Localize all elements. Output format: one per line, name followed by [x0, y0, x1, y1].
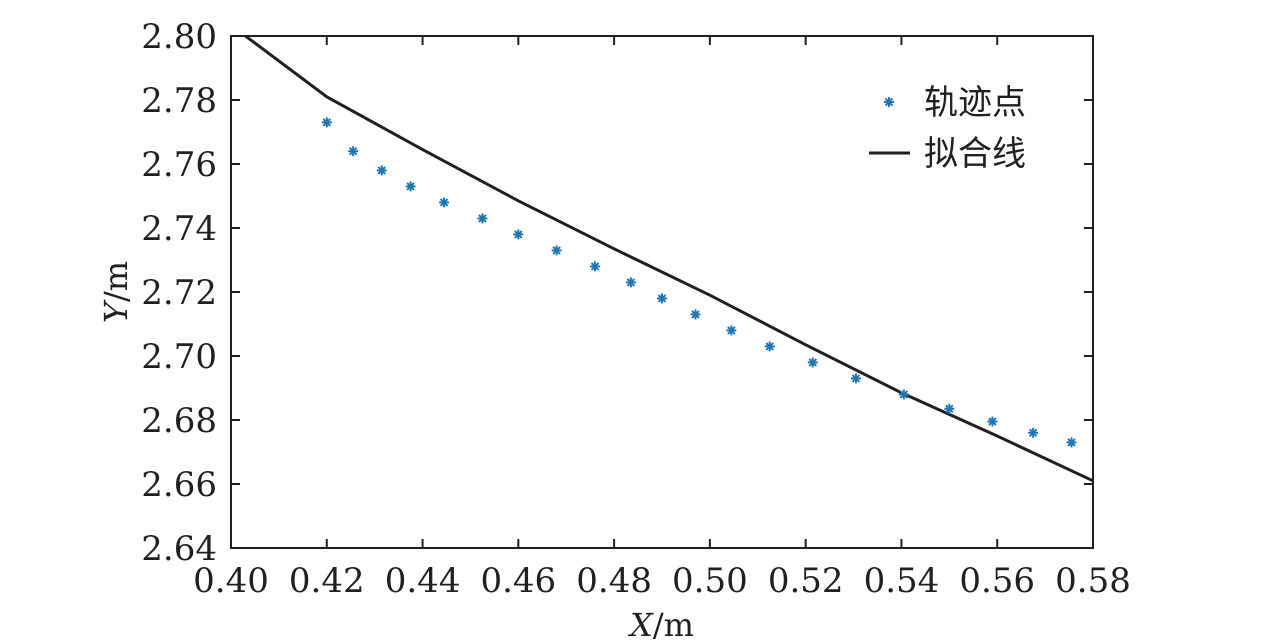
y-tick-label: 2.72	[141, 273, 217, 313]
trajectory-point	[376, 165, 387, 176]
trajectory-point	[1028, 427, 1039, 438]
trajectory-points-group	[321, 117, 1077, 448]
trajectory-point	[726, 325, 737, 336]
x-axis-ticks: 0.40 0.42 0.44 0.46 0.48 0.50 0.52 0.54 0.56 0.58	[193, 36, 1131, 601]
y-axis-ticks: 2.64 2.66 2.68 2.70 2.72 2.74 2.76 2.78 2.80	[141, 17, 1093, 569]
trajectory-point	[590, 261, 600, 272]
trajectory-point	[944, 403, 955, 414]
y-axis-label-var: Y	[97, 299, 135, 323]
y-tick-label: 2.74	[141, 209, 217, 249]
fit-line	[244, 34, 1094, 483]
x-tick-label: 0.58	[1055, 561, 1131, 601]
x-axis-label-unit: /m	[653, 606, 694, 643]
trajectory-point	[850, 373, 861, 384]
trajectory-point	[625, 277, 636, 288]
trajectory-point	[477, 213, 488, 224]
x-axis-label-var: X	[627, 606, 654, 643]
trajectory-point	[439, 197, 450, 208]
fit-line-group	[244, 34, 1094, 483]
x-tick-label: 0.50	[672, 561, 748, 601]
legend-marker-trajectory	[884, 97, 894, 107]
trajectory-point	[551, 245, 562, 256]
y-tick-label: 2.76	[141, 145, 217, 185]
x-tick-label: 0.48	[576, 561, 652, 601]
trajectory-point	[657, 293, 667, 304]
legend-label-trajectory: 轨迹点	[924, 83, 1026, 123]
trajectory-point	[321, 117, 332, 128]
x-tick-label: 0.56	[959, 561, 1035, 601]
y-tick-label: 2.78	[141, 81, 217, 121]
trajectory-point	[690, 309, 701, 320]
trajectory-point	[348, 146, 359, 157]
y-tick-label: 2.70	[141, 337, 217, 377]
legend-label-fit: 拟合线	[924, 134, 1026, 174]
trajectory-point	[513, 229, 524, 240]
legend: 轨迹点 拟合线	[869, 83, 1026, 174]
y-tick-label: 2.66	[141, 465, 217, 505]
trajectory-point	[405, 181, 416, 192]
x-tick-label: 0.44	[385, 561, 461, 601]
trajectory-point	[764, 341, 775, 352]
x-tick-label: 0.46	[480, 561, 556, 601]
x-axis-label: X/m	[627, 606, 694, 643]
y-tick-label: 2.64	[141, 529, 217, 569]
y-axis-label-unit: /m	[97, 261, 135, 302]
trajectory-point	[1066, 437, 1077, 448]
y-tick-label: 2.68	[141, 401, 217, 441]
trajectory-point	[898, 389, 909, 400]
x-tick-label: 0.42	[289, 561, 365, 601]
trajectory-point	[807, 357, 818, 368]
y-axis-label: Y/m	[97, 261, 135, 323]
x-tick-label: 0.40	[193, 561, 269, 601]
y-tick-label: 2.80	[141, 17, 217, 57]
x-tick-label: 0.52	[768, 561, 844, 601]
trajectory-point	[987, 416, 998, 427]
x-tick-label: 0.54	[864, 561, 940, 601]
